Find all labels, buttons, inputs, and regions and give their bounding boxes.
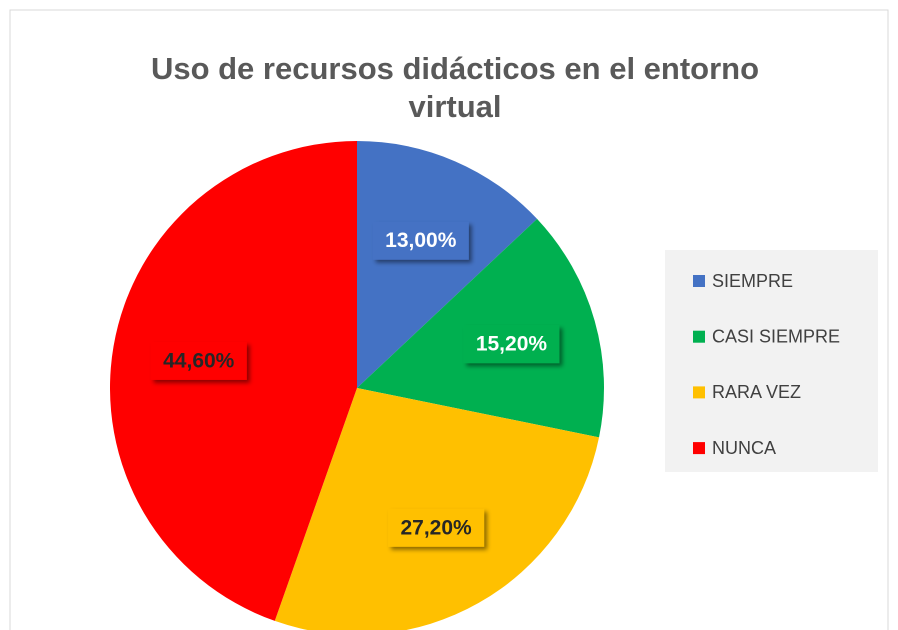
legend-swatch: [693, 442, 705, 455]
legend-label: SIEMPRE: [712, 271, 793, 291]
legend-swatch: [693, 275, 705, 287]
data-label-box: [372, 221, 469, 260]
data-label-box: [463, 325, 560, 364]
data-label: 44,60%: [163, 349, 235, 372]
legend-label: NUNCA: [712, 438, 776, 458]
legend-swatch: [693, 386, 705, 399]
pie-slice: [357, 141, 538, 388]
data-label: 27,20%: [400, 516, 472, 539]
chart-frame: [9, 9, 889, 630]
legend-label: CASI SIEMPRE: [712, 326, 840, 346]
chart-title: Uso de recursos didácticos en el entorno…: [150, 51, 760, 124]
legend-label: RARA VEZ: [712, 382, 801, 402]
pie-slice: [110, 141, 358, 621]
data-label-box: [150, 341, 247, 380]
data-label: 13,00%: [385, 229, 457, 252]
legend-swatch: [693, 330, 705, 343]
data-label: 15,20%: [476, 333, 548, 356]
data-label-box: [388, 508, 485, 547]
